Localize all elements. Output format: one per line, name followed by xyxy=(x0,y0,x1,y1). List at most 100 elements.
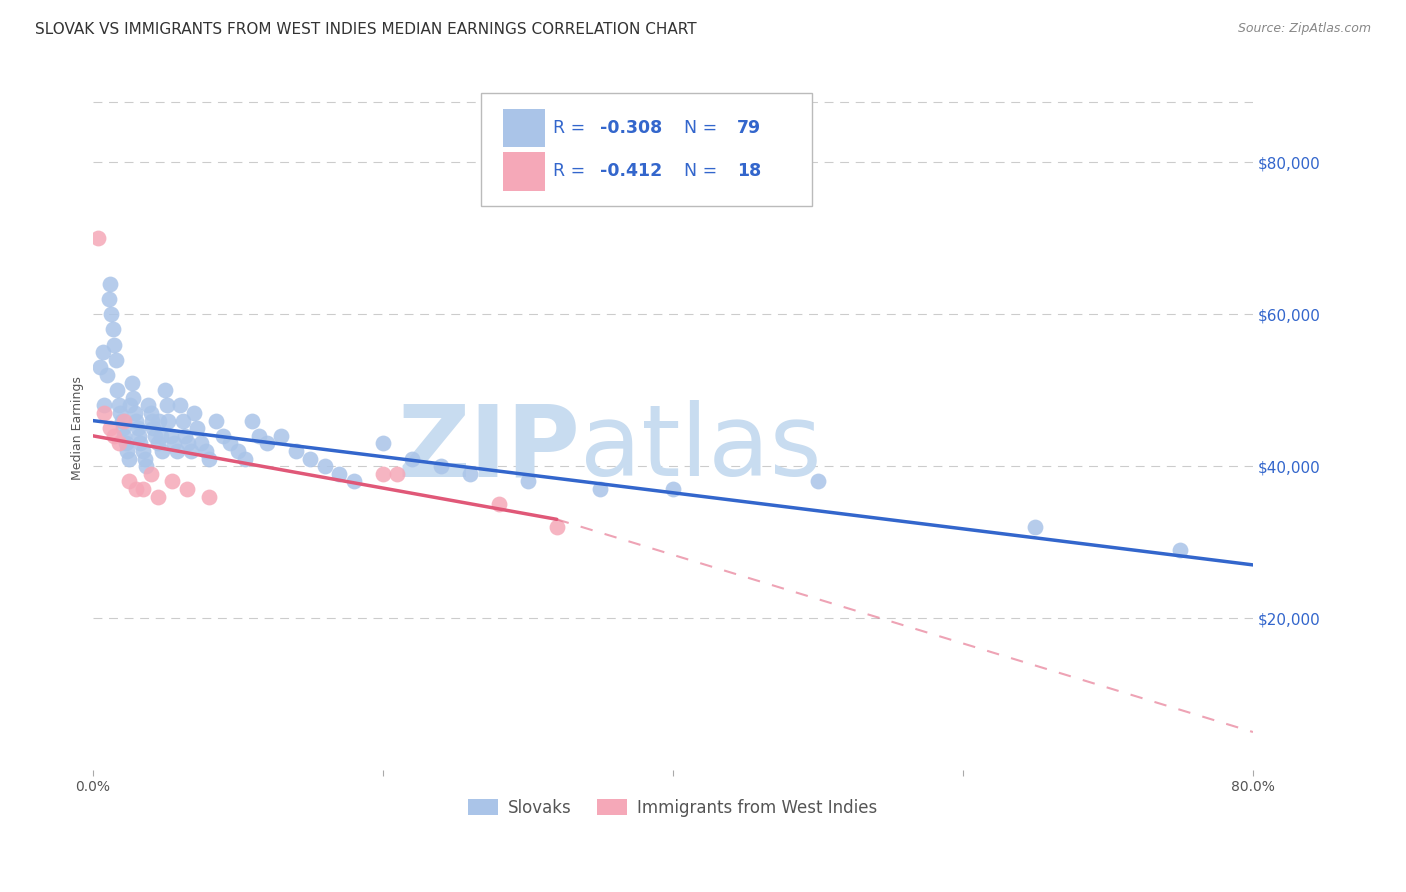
Point xyxy=(129,436,152,450)
Point xyxy=(240,414,263,428)
Point xyxy=(299,451,322,466)
Point xyxy=(385,467,408,481)
Legend: Slovaks, Immigrants from West Indies: Slovaks, Immigrants from West Indies xyxy=(461,792,884,823)
Point xyxy=(401,451,423,466)
Point xyxy=(93,406,115,420)
Point xyxy=(270,429,292,443)
Point xyxy=(589,482,612,496)
Point xyxy=(89,360,111,375)
Point xyxy=(105,383,128,397)
Point xyxy=(98,277,121,291)
Text: N =: N = xyxy=(672,119,723,136)
Point xyxy=(114,414,136,428)
Point xyxy=(146,490,169,504)
Point xyxy=(142,421,165,435)
Text: R =: R = xyxy=(553,119,591,136)
Point xyxy=(155,398,177,412)
Text: N =: N = xyxy=(672,162,723,180)
Point xyxy=(226,444,249,458)
Point xyxy=(139,467,162,481)
Point xyxy=(139,406,162,420)
Point xyxy=(128,429,150,443)
Point xyxy=(127,421,149,435)
Text: -0.412: -0.412 xyxy=(600,162,662,180)
Point xyxy=(121,376,143,390)
Point xyxy=(118,475,141,489)
Text: ZIP: ZIP xyxy=(396,401,579,497)
Point xyxy=(110,414,132,428)
Point xyxy=(233,451,256,466)
FancyBboxPatch shape xyxy=(481,93,813,206)
Point xyxy=(112,421,135,435)
Point xyxy=(104,352,127,367)
Text: Source: ZipAtlas.com: Source: ZipAtlas.com xyxy=(1237,22,1371,36)
Point xyxy=(186,421,208,435)
Point xyxy=(103,429,125,443)
Point xyxy=(371,467,394,481)
Point xyxy=(108,406,131,420)
Point xyxy=(163,436,186,450)
Point xyxy=(97,292,120,306)
Point xyxy=(132,444,155,458)
Point xyxy=(120,398,142,412)
Point xyxy=(256,436,278,450)
Point xyxy=(101,322,124,336)
FancyBboxPatch shape xyxy=(503,109,546,147)
FancyBboxPatch shape xyxy=(503,153,546,191)
Point xyxy=(219,436,242,450)
Point xyxy=(174,429,197,443)
Point xyxy=(143,429,166,443)
Point xyxy=(100,307,122,321)
Point xyxy=(194,444,217,458)
Point xyxy=(148,414,170,428)
Point xyxy=(91,345,114,359)
Point xyxy=(166,444,188,458)
Point xyxy=(141,414,163,428)
Point xyxy=(87,231,110,245)
Text: SLOVAK VS IMMIGRANTS FROM WEST INDIES MEDIAN EARNINGS CORRELATION CHART: SLOVAK VS IMMIGRANTS FROM WEST INDIES ME… xyxy=(35,22,697,37)
Point xyxy=(212,429,235,443)
Point xyxy=(132,482,155,496)
Point xyxy=(458,467,481,481)
Point xyxy=(160,429,183,443)
Point xyxy=(177,436,200,450)
Point xyxy=(124,406,146,420)
Point xyxy=(172,414,194,428)
Y-axis label: Median Earnings: Median Earnings xyxy=(72,376,84,480)
Point xyxy=(429,459,451,474)
Point xyxy=(314,459,336,474)
Point xyxy=(328,467,350,481)
Point xyxy=(125,482,148,496)
Text: R =: R = xyxy=(553,162,591,180)
Point xyxy=(149,429,172,443)
Point xyxy=(488,497,510,511)
Text: 18: 18 xyxy=(737,162,761,180)
Point xyxy=(197,490,219,504)
Point xyxy=(284,444,307,458)
Text: -0.308: -0.308 xyxy=(600,119,662,136)
Point xyxy=(122,391,145,405)
Point xyxy=(1024,520,1046,534)
Point xyxy=(107,436,129,450)
Point xyxy=(546,520,568,534)
Point xyxy=(135,459,157,474)
Point xyxy=(107,398,129,412)
Point xyxy=(93,398,115,412)
Point xyxy=(146,436,169,450)
Point xyxy=(96,368,118,382)
Point xyxy=(125,414,148,428)
Point xyxy=(197,451,219,466)
Point xyxy=(118,451,141,466)
Point xyxy=(183,406,205,420)
Point xyxy=(169,398,191,412)
Point xyxy=(176,482,198,496)
Point xyxy=(371,436,394,450)
Text: atlas: atlas xyxy=(579,401,821,497)
Point xyxy=(807,475,830,489)
Point xyxy=(247,429,270,443)
Point xyxy=(1170,542,1192,557)
Point xyxy=(98,421,121,435)
Point xyxy=(153,383,176,397)
Point xyxy=(114,429,136,443)
Text: 79: 79 xyxy=(737,119,761,136)
